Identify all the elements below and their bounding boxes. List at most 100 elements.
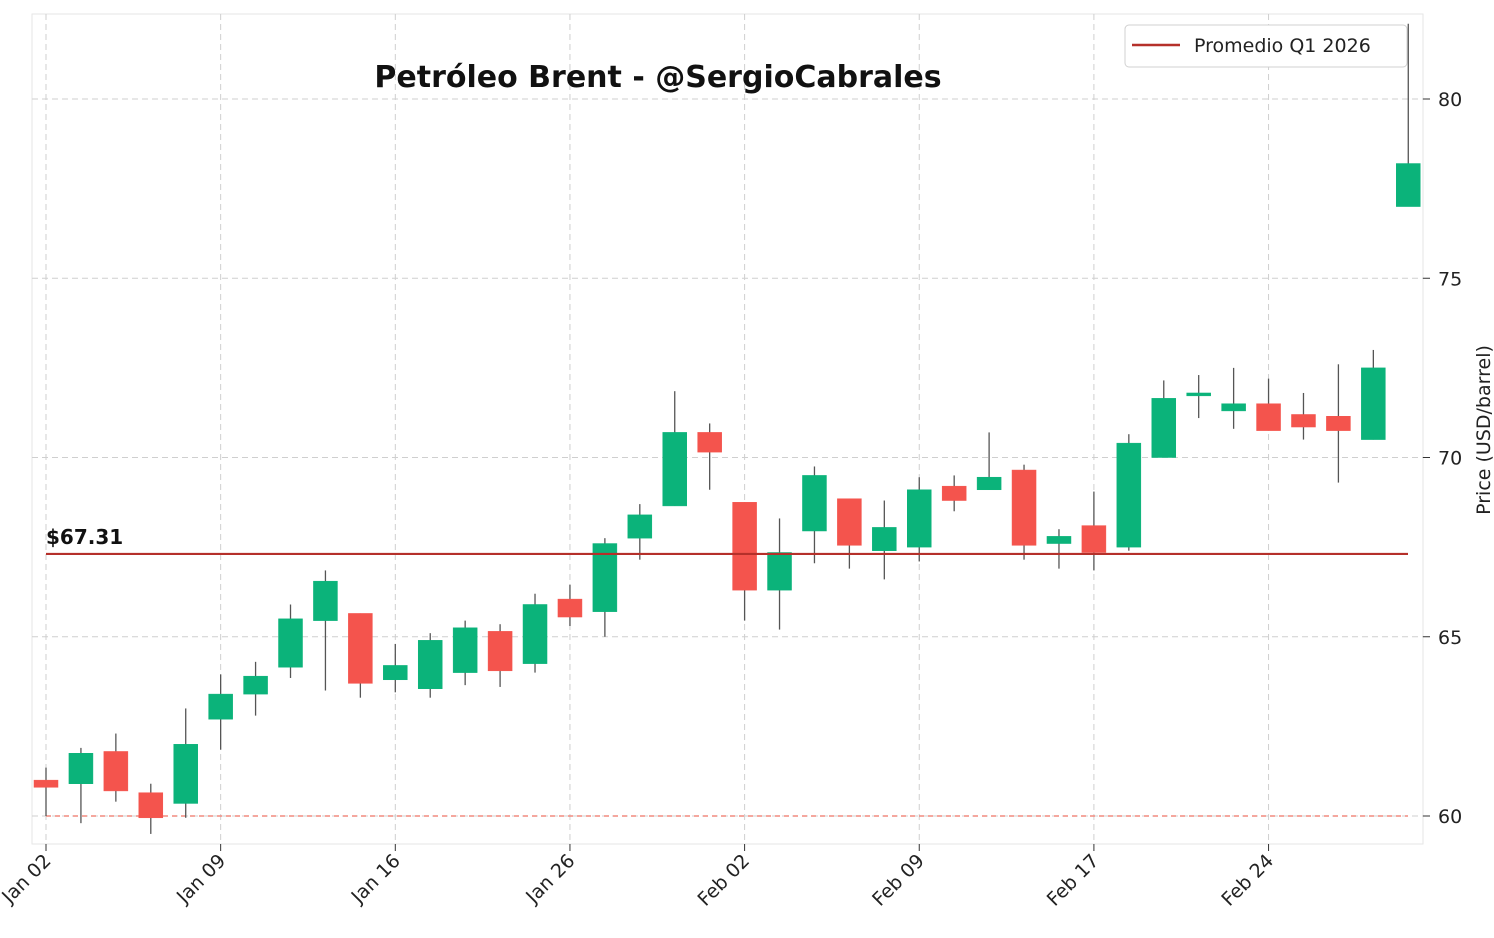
- candle-body-up: [872, 527, 897, 551]
- candle: [732, 502, 757, 621]
- candle-body-down: [697, 432, 722, 453]
- candle-body-down: [103, 751, 129, 792]
- candle: [1186, 375, 1211, 419]
- candle-body-up: [522, 604, 548, 664]
- candle-body-up: [243, 675, 268, 695]
- candle-body-up: [313, 580, 338, 621]
- candle-body-up: [767, 552, 792, 591]
- candle-body-up: [976, 476, 1002, 491]
- candle-body-up: [662, 432, 687, 507]
- x-tick-label: Jan 02: [0, 850, 56, 908]
- x-tick-label: Jan 26: [521, 850, 579, 908]
- candle: [1151, 380, 1177, 458]
- plot-area: [31, 13, 1424, 845]
- candle: [417, 633, 443, 698]
- candles: [33, 23, 1421, 834]
- candle: [662, 391, 687, 507]
- candle-body-up: [802, 475, 827, 532]
- y-tick-label: 75: [1438, 268, 1462, 290]
- y-tick-label: 80: [1438, 89, 1462, 111]
- candle-body-down: [1256, 403, 1281, 431]
- candle-body-up: [1186, 392, 1211, 397]
- candle-body-up: [907, 489, 932, 548]
- candle: [1256, 378, 1281, 431]
- candle: [767, 518, 792, 630]
- candle: [941, 475, 967, 512]
- y-axis-label: Price (USD/barrel): [1473, 345, 1494, 515]
- candle: [627, 504, 653, 560]
- x-axis: Jan 02 Jan 09 Jan 16 Jan 26 Feb 02 Feb 09 Feb …: [0, 844, 1278, 911]
- candle: [487, 624, 513, 687]
- y-tick-label: 65: [1438, 627, 1462, 649]
- candle-body-up: [1116, 442, 1142, 548]
- candle-body-down: [1326, 416, 1351, 431]
- candle-body-up: [1046, 536, 1072, 544]
- candle: [173, 708, 198, 818]
- candle-body-up: [173, 744, 198, 804]
- candle: [348, 613, 373, 698]
- y-tick-label: 70: [1438, 448, 1462, 470]
- candle: [33, 767, 59, 816]
- candle: [208, 674, 233, 750]
- candle-body-down: [487, 631, 513, 672]
- legend-box: [1124, 24, 1408, 68]
- x-tick-label: Jan 16: [346, 850, 404, 908]
- candle-body-down: [33, 779, 59, 788]
- candle-body-down: [941, 485, 967, 501]
- x-tick-label: Feb 17: [1043, 850, 1104, 911]
- candle: [278, 604, 303, 678]
- candle-body-down: [732, 502, 757, 591]
- chart-title: Petróleo Brent - @SergioCabrales: [374, 60, 941, 95]
- candle: [802, 466, 827, 564]
- y-axis: 60 65 70 75 80: [1423, 89, 1462, 828]
- candle-body-up: [1221, 403, 1246, 412]
- candle-body-up: [1151, 398, 1177, 458]
- candle: [522, 593, 548, 673]
- candle-body-down: [557, 598, 583, 618]
- candle: [1361, 349, 1386, 440]
- candle-body-down: [348, 613, 373, 684]
- candle: [1116, 434, 1142, 551]
- candle-body-up: [627, 514, 653, 539]
- candle-body-up: [208, 693, 233, 720]
- candle: [1011, 464, 1037, 560]
- candle-body-down: [837, 498, 862, 546]
- candle-body-up: [417, 640, 443, 689]
- candle-body-down: [1291, 414, 1316, 428]
- candle-body-up: [452, 627, 478, 673]
- candle: [976, 432, 1002, 491]
- average-annotation: $67.31: [46, 525, 123, 549]
- x-tick-label: Feb 24: [1217, 850, 1278, 911]
- candle-body-up: [278, 618, 303, 668]
- legend: Promedio Q1 2026: [1124, 24, 1408, 68]
- x-tick-label: Feb 02: [693, 850, 754, 911]
- candle: [907, 477, 932, 562]
- candle: [103, 733, 129, 802]
- candle-body-up: [68, 753, 94, 784]
- candle-body-down: [1081, 525, 1107, 553]
- candle: [1326, 364, 1351, 483]
- candle-body-down: [1011, 469, 1037, 546]
- legend-label: Promedio Q1 2026: [1194, 35, 1371, 57]
- candle: [383, 643, 408, 693]
- candle: [697, 423, 722, 490]
- y-tick-label: 60: [1438, 806, 1462, 828]
- candle: [243, 661, 268, 716]
- candle: [138, 783, 164, 834]
- candle-body-up: [1361, 367, 1386, 440]
- candle: [313, 570, 338, 691]
- candle: [837, 498, 862, 569]
- candle-body-up: [383, 665, 408, 681]
- x-tick-label: Feb 09: [868, 850, 929, 911]
- x-tick-label: Jan 09: [172, 850, 230, 908]
- candle: [452, 620, 478, 686]
- candle: [1081, 491, 1107, 571]
- candle-body-down: [138, 792, 164, 819]
- candle: [1291, 392, 1316, 440]
- candle: [1396, 23, 1421, 207]
- candle: [872, 500, 897, 580]
- candle-body-up: [1396, 163, 1421, 207]
- candle: [1046, 529, 1072, 569]
